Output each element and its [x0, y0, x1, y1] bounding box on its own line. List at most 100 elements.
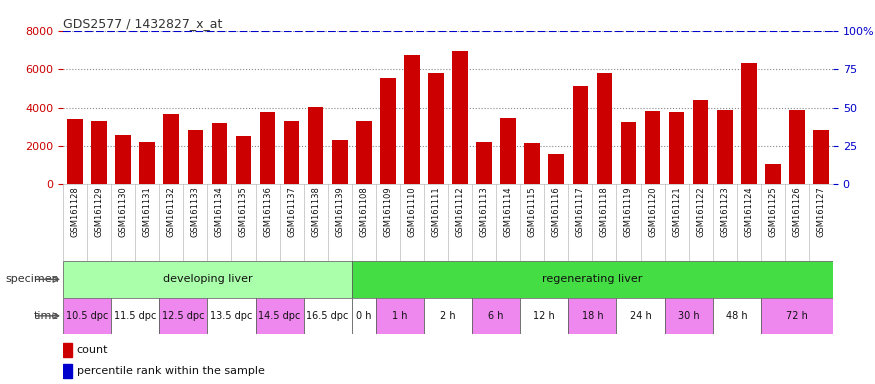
Text: 48 h: 48 h: [726, 311, 747, 321]
Text: GSM161118: GSM161118: [600, 187, 609, 237]
Bar: [376, 298, 424, 334]
Bar: [476, 142, 492, 184]
Bar: [645, 111, 661, 184]
Bar: [813, 130, 829, 184]
Bar: [284, 121, 299, 184]
Bar: [428, 73, 444, 184]
Bar: [693, 100, 709, 184]
Text: 12 h: 12 h: [534, 311, 555, 321]
Text: time: time: [34, 311, 60, 321]
Bar: [63, 364, 73, 378]
Bar: [404, 55, 420, 184]
Bar: [187, 130, 203, 184]
Text: count: count: [77, 344, 108, 354]
Text: GSM161138: GSM161138: [312, 187, 320, 237]
Text: 2 h: 2 h: [440, 311, 456, 321]
Bar: [713, 298, 761, 334]
Text: GSM161114: GSM161114: [504, 187, 513, 237]
Text: GSM161109: GSM161109: [383, 187, 392, 237]
Text: GSM161115: GSM161115: [528, 187, 536, 237]
Bar: [765, 164, 780, 184]
Bar: [352, 261, 833, 298]
Text: GSM161132: GSM161132: [167, 187, 176, 237]
Bar: [139, 142, 155, 184]
Text: GSM161122: GSM161122: [696, 187, 705, 237]
Text: regenerating liver: regenerating liver: [542, 274, 642, 285]
Text: GSM161121: GSM161121: [672, 187, 681, 237]
Text: GSM161129: GSM161129: [94, 187, 103, 237]
Bar: [665, 298, 713, 334]
Text: 13.5 dpc: 13.5 dpc: [210, 311, 253, 321]
Bar: [473, 298, 520, 334]
Bar: [164, 114, 179, 184]
Bar: [789, 111, 805, 184]
Bar: [91, 121, 107, 184]
Bar: [159, 298, 207, 334]
Text: 1 h: 1 h: [392, 311, 408, 321]
Text: GSM161110: GSM161110: [408, 187, 416, 237]
Bar: [500, 118, 516, 184]
Bar: [207, 298, 256, 334]
Text: specimen: specimen: [5, 274, 60, 285]
Text: developing liver: developing liver: [163, 274, 252, 285]
Bar: [761, 298, 833, 334]
Bar: [235, 136, 251, 184]
Text: GSM161131: GSM161131: [143, 187, 151, 237]
Bar: [549, 154, 564, 184]
Text: 72 h: 72 h: [786, 311, 808, 321]
Text: GSM161120: GSM161120: [648, 187, 657, 237]
Bar: [255, 298, 304, 334]
Text: 0 h: 0 h: [356, 311, 372, 321]
Text: GSM161137: GSM161137: [287, 187, 296, 237]
Text: GSM161117: GSM161117: [576, 187, 584, 237]
Bar: [63, 343, 73, 356]
Text: GSM161123: GSM161123: [720, 187, 729, 237]
Bar: [524, 143, 540, 184]
Bar: [380, 78, 396, 184]
Text: 12.5 dpc: 12.5 dpc: [162, 311, 205, 321]
Text: GSM161128: GSM161128: [71, 187, 80, 237]
Bar: [597, 73, 612, 184]
Text: GSM161119: GSM161119: [624, 187, 633, 237]
Text: 10.5 dpc: 10.5 dpc: [66, 311, 108, 321]
Bar: [212, 123, 228, 184]
Bar: [620, 122, 636, 184]
Text: GSM161111: GSM161111: [431, 187, 440, 237]
Bar: [616, 298, 665, 334]
Text: 18 h: 18 h: [582, 311, 603, 321]
Bar: [111, 298, 159, 334]
Bar: [67, 119, 83, 184]
Text: GSM161139: GSM161139: [335, 187, 344, 237]
Text: 14.5 dpc: 14.5 dpc: [258, 311, 301, 321]
Text: 30 h: 30 h: [678, 311, 699, 321]
Bar: [63, 298, 111, 334]
Bar: [569, 298, 616, 334]
Text: 24 h: 24 h: [630, 311, 651, 321]
Bar: [452, 51, 468, 184]
Bar: [356, 121, 372, 184]
Text: GSM161108: GSM161108: [360, 187, 368, 237]
Text: GSM161124: GSM161124: [745, 187, 753, 237]
Bar: [116, 136, 131, 184]
Text: GSM161112: GSM161112: [456, 187, 465, 237]
Text: 16.5 dpc: 16.5 dpc: [306, 311, 349, 321]
Bar: [63, 261, 352, 298]
Text: GSM161116: GSM161116: [552, 187, 561, 237]
Text: GSM161113: GSM161113: [480, 187, 488, 237]
Bar: [668, 112, 684, 184]
Bar: [520, 298, 569, 334]
Text: GSM161130: GSM161130: [119, 187, 128, 237]
Bar: [304, 298, 352, 334]
Bar: [260, 112, 276, 184]
Bar: [424, 298, 473, 334]
Bar: [332, 140, 347, 184]
Text: 11.5 dpc: 11.5 dpc: [114, 311, 157, 321]
Text: GSM161136: GSM161136: [263, 187, 272, 237]
Text: GSM161127: GSM161127: [816, 187, 825, 237]
Text: GSM161126: GSM161126: [793, 187, 802, 237]
Text: GSM161133: GSM161133: [191, 187, 200, 237]
Text: GSM161134: GSM161134: [215, 187, 224, 237]
Text: GSM161125: GSM161125: [768, 187, 777, 237]
Text: percentile rank within the sample: percentile rank within the sample: [77, 366, 265, 376]
Bar: [352, 298, 376, 334]
